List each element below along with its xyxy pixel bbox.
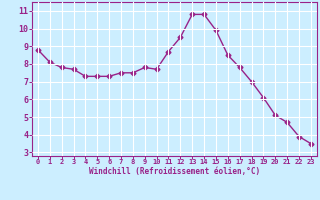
X-axis label: Windchill (Refroidissement éolien,°C): Windchill (Refroidissement éolien,°C) [89, 167, 260, 176]
